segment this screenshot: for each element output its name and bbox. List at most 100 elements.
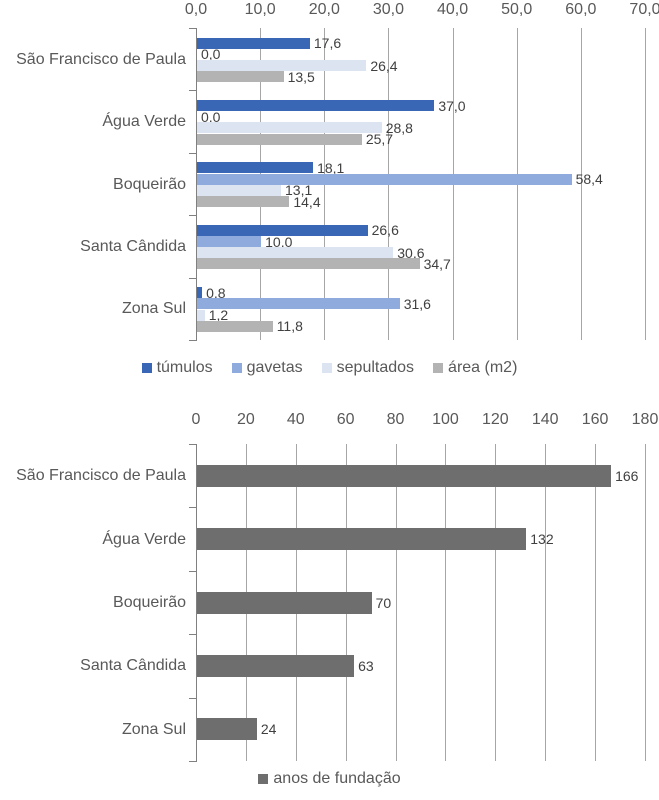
category-axis-tick	[189, 277, 197, 279]
category-label: Santa Cândida	[80, 237, 186, 255]
bar-value-label: 25,7	[365, 131, 394, 148]
bar-value-label: 18,1	[317, 159, 345, 176]
gridline	[580, 28, 582, 340]
category-label: Zona Sul	[121, 720, 186, 738]
bar-value-label: 166	[615, 467, 639, 484]
bar-value-label: 26,4	[370, 57, 398, 74]
bar-value-label: 37,0	[438, 97, 466, 114]
x-axis-tick-label: 60,0	[565, 1, 597, 18]
x-axis-tick-label: 140	[531, 411, 559, 428]
bar-value-label: 26,6	[371, 222, 399, 239]
x-axis-tick-label: 120	[481, 411, 509, 428]
category-axis-tick	[189, 634, 197, 636]
category-axis-tick	[189, 152, 197, 154]
bar	[197, 309, 205, 321]
bar	[197, 236, 262, 247]
gridline	[595, 444, 597, 761]
legend: anos de fundação	[0, 770, 659, 788]
legend-label: túmulos	[156, 359, 213, 376]
bar-value-label: 0,0	[201, 108, 221, 125]
bar-value-label: 0,0	[201, 46, 221, 63]
bar-value-label: 70	[375, 594, 392, 611]
legend-item: gavetas	[231, 359, 303, 377]
category-axis-tick	[189, 28, 197, 29]
x-axis-tick-label: 70,0	[629, 1, 659, 18]
category-label: Água Verde	[102, 113, 186, 131]
bar-value-label: 10,0	[265, 233, 293, 250]
category-label: Santa Cândida	[80, 657, 186, 675]
category-axis-tick	[189, 340, 197, 341]
x-axis-tick-label: 30,0	[372, 1, 404, 18]
x-axis-tick-label: 40	[286, 411, 305, 428]
legend-swatch	[231, 363, 242, 373]
bar-value-label: 31,6	[403, 295, 431, 312]
category-axis-tick	[189, 90, 197, 92]
bar	[197, 100, 435, 111]
legend-swatch	[141, 363, 152, 373]
category-label: Boqueirão	[113, 175, 186, 193]
category-label: São Francisco de Paula	[16, 467, 186, 485]
bar	[197, 654, 355, 677]
category-label: Água Verde	[102, 530, 186, 548]
x-axis-tick-label: 10,0	[244, 1, 276, 18]
legend-label: gavetas	[246, 359, 303, 376]
x-axis-tick-label: 0	[191, 411, 201, 428]
x-axis-tick-label: 20	[236, 411, 255, 428]
bar	[197, 71, 284, 83]
bar	[197, 464, 612, 487]
bar	[197, 184, 282, 196]
category-axis-line	[196, 28, 197, 340]
category-label: Zona Sul	[121, 300, 186, 318]
bar-value-label: 0,8	[206, 284, 226, 301]
bar	[197, 591, 372, 614]
legend-item: área (m2)	[433, 359, 517, 377]
bar	[197, 528, 527, 551]
bar	[197, 298, 400, 310]
legend-item: sepultados	[321, 359, 415, 377]
bar	[197, 287, 203, 299]
bar-value-label: 30,6	[397, 244, 425, 261]
legend-label: área (m2)	[448, 359, 518, 376]
legend-swatch	[433, 363, 444, 373]
gridline	[445, 444, 447, 761]
bar	[197, 60, 367, 71]
category-label: Boqueirão	[113, 594, 186, 611]
x-axis-tick-label: 20,0	[308, 1, 340, 18]
category-axis-tick	[189, 507, 197, 509]
x-axis-tick-label: 0,0	[184, 1, 208, 18]
category-axis-tick	[189, 570, 197, 572]
category-axis-tick	[189, 697, 197, 699]
bar	[197, 196, 290, 207]
bar	[197, 247, 394, 259]
bar	[197, 162, 314, 174]
gridline	[645, 444, 646, 761]
x-axis-tick-label: 160	[581, 411, 609, 428]
legend-label: anos de fundação	[273, 770, 401, 787]
bar-value-label: 28,8	[385, 119, 413, 136]
bar-value-label: 11,8	[276, 318, 303, 335]
bar	[197, 320, 273, 332]
bar-value-label: 13,5	[287, 68, 315, 85]
legend-item: túmulos	[141, 359, 213, 377]
bar	[197, 122, 382, 134]
legend-label: sepultados	[336, 359, 415, 376]
bar	[197, 224, 368, 236]
bar-value-label: 63	[358, 657, 374, 674]
x-axis-tick-label: 40,0	[436, 1, 469, 18]
gridline	[645, 28, 646, 340]
bar-value-label: 34,7	[423, 255, 451, 272]
legend: túmulos gavetas sepultados área (m2)	[0, 359, 659, 377]
x-axis-tick-label: 100	[432, 411, 459, 428]
gridline	[395, 444, 397, 761]
bar-value-label: 14,4	[293, 193, 321, 210]
x-axis-tick-label: 60	[336, 411, 355, 428]
bar-value-label: 58,4	[575, 171, 603, 188]
bar	[197, 37, 310, 49]
bar-value-label: 17,6	[313, 35, 342, 52]
category-axis-tick	[189, 215, 197, 217]
bar	[197, 258, 420, 270]
bar-value-label: 13,1	[285, 182, 313, 199]
gridline	[545, 444, 547, 761]
category-label: São Francisco de Paula	[16, 50, 186, 68]
